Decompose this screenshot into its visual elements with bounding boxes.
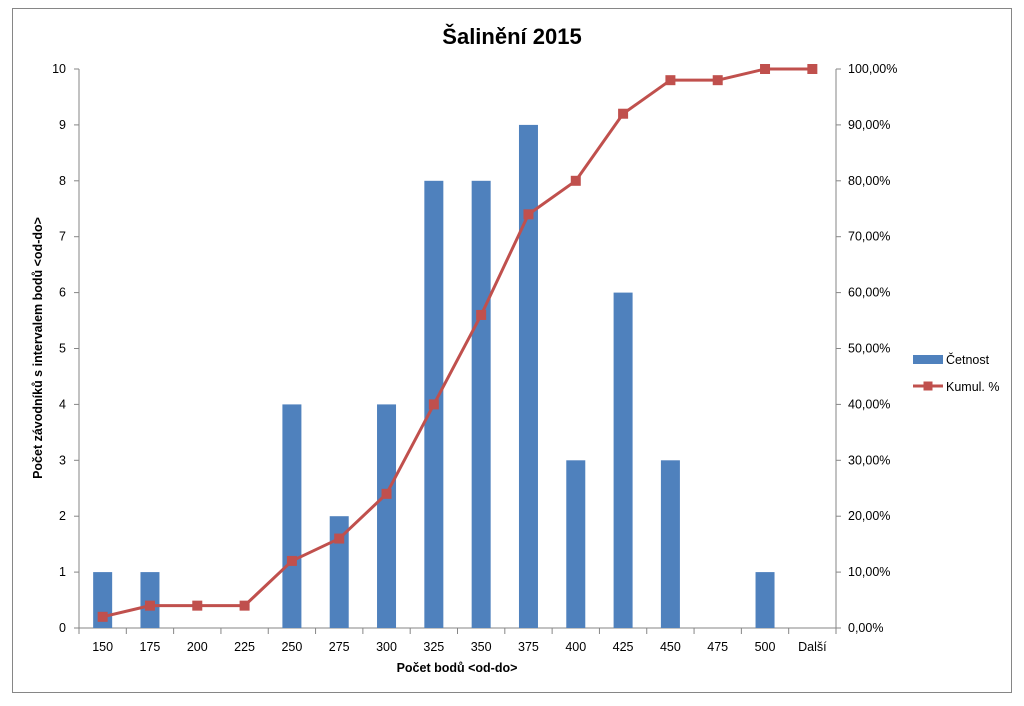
line-point: [286, 555, 297, 566]
legend-label-line: Kumul. %: [946, 380, 1000, 394]
cumulative-line: [102, 67, 813, 619]
y-tick-label-left: 7: [59, 230, 66, 244]
line-point: [192, 600, 203, 611]
legend: Četnost Kumul. %: [913, 352, 1000, 394]
x-axis-label: Počet bodů <od-do>: [397, 661, 518, 675]
line-point: [476, 309, 487, 320]
line-point: [807, 64, 818, 74]
legend-swatch-marker: [923, 381, 933, 391]
chart-title: Šalinění 2015: [442, 24, 581, 49]
x-tick-label: 375: [518, 640, 539, 654]
line-point: [97, 611, 108, 622]
x-tick-label: 250: [281, 640, 302, 654]
y-tick-label-right: 0,00%: [848, 621, 883, 635]
y-tick-label-left: 3: [59, 453, 66, 467]
line-point: [760, 64, 771, 74]
y-tick-label-right: 100,00%: [848, 62, 897, 76]
line-point: [618, 108, 629, 119]
line-point: [144, 600, 155, 611]
y-tick-label-right: 90,00%: [848, 118, 890, 132]
y-tick-label-right: 30,00%: [848, 453, 890, 467]
line-point: [428, 399, 439, 410]
y-tick-label-left: 2: [59, 509, 66, 523]
y-tick-label-right: 10,00%: [848, 565, 890, 579]
bar: [660, 460, 680, 628]
bar: [566, 460, 586, 628]
x-tick-label: 275: [329, 640, 350, 654]
line-series: [97, 64, 818, 622]
x-tick-label: 350: [471, 640, 492, 654]
line-point: [712, 75, 723, 86]
x-tick-label: 325: [423, 640, 444, 654]
line-point: [570, 175, 581, 186]
y-tick-label-left: 10: [52, 62, 66, 76]
y-tick-label-right: 60,00%: [848, 286, 890, 300]
bar: [377, 404, 397, 628]
y-tick-label-right: 20,00%: [848, 509, 890, 523]
y-tick-label-left: 0: [59, 621, 66, 635]
x-tick-label: 475: [707, 640, 728, 654]
axes: [74, 68, 841, 634]
y-tick-label-right: 40,00%: [848, 397, 890, 411]
y-tick-label-left: 4: [59, 397, 66, 411]
y-tick-label-left: 8: [59, 174, 66, 188]
x-tick-label: 150: [92, 640, 113, 654]
y-tick-label-left: 5: [59, 342, 66, 356]
tick-labels: 0123456789100,00%10,00%20,00%30,00%40,00…: [52, 62, 897, 654]
x-tick-label: 400: [565, 640, 586, 654]
line-point: [665, 75, 676, 86]
bar: [518, 124, 538, 629]
y-tick-label-left: 6: [59, 286, 66, 300]
line-point: [381, 488, 392, 499]
x-tick-label: 300: [376, 640, 397, 654]
bar-series: [93, 124, 775, 629]
line-point: [334, 533, 345, 544]
y-tick-label-left: 1: [59, 565, 66, 579]
y-tick-label-right: 80,00%: [848, 174, 890, 188]
x-tick-label: 225: [234, 640, 255, 654]
y-tick-label-right: 50,00%: [848, 342, 890, 356]
bar: [755, 572, 775, 628]
y-tick-label-left: 9: [59, 118, 66, 132]
legend-label-bar: Četnost: [946, 352, 990, 367]
bar: [282, 404, 302, 628]
bar: [613, 292, 633, 628]
bar: [329, 516, 349, 628]
y-axis-label: Počet závodníků s intervalem bodů <od-do…: [31, 217, 45, 479]
line-point: [523, 209, 534, 220]
x-tick-label: 200: [187, 640, 208, 654]
x-tick-label: 500: [755, 640, 776, 654]
x-tick-label: 175: [140, 640, 161, 654]
x-tick-label: 425: [613, 640, 634, 654]
x-tick-label: Další: [798, 640, 827, 654]
line-point: [239, 600, 250, 611]
y-tick-label-right: 70,00%: [848, 230, 890, 244]
bar: [471, 180, 491, 629]
chart-frame: [12, 8, 1012, 693]
x-tick-label: 450: [660, 640, 681, 654]
legend-swatch-bar: [913, 355, 943, 364]
bar: [140, 572, 160, 628]
